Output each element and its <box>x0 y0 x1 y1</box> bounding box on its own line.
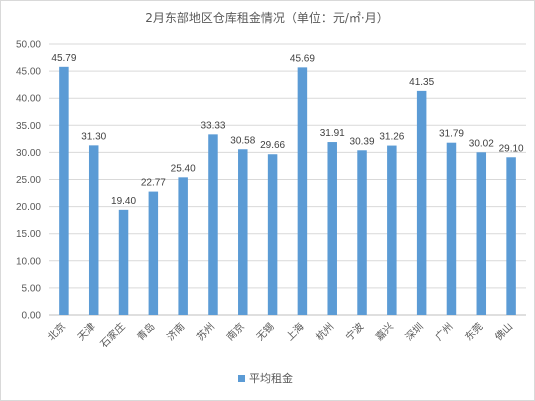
bar <box>476 152 487 315</box>
bar <box>357 150 367 315</box>
bar <box>59 66 69 315</box>
x-tick-label: 济南 <box>164 320 187 343</box>
x-tick-label: 南京 <box>224 320 247 343</box>
bar <box>178 177 188 315</box>
data-label: 25.40 <box>171 163 196 174</box>
y-tick-label: 35.00 <box>16 121 41 132</box>
bar <box>506 157 516 315</box>
data-label: 45.69 <box>290 53 315 64</box>
x-tick-label: 佛山 <box>492 320 515 343</box>
data-label: 31.26 <box>379 132 404 143</box>
data-label: 30.02 <box>469 138 494 149</box>
x-tick-label: 上海 <box>283 320 306 343</box>
bar <box>297 67 308 315</box>
x-axis-ticks: 北京 天津 石家庄 青岛 济南 苏州 南京 无锡 上海 杭州 宁波 嘉兴 深圳 广州 东莞 佛山 <box>45 320 516 350</box>
legend: 平均租金 <box>238 371 293 385</box>
x-tick-label: 无锡 <box>253 320 276 343</box>
y-tick-label: 5.00 <box>22 283 42 294</box>
bar <box>208 134 218 315</box>
bar <box>118 209 129 315</box>
y-tick-label: 20.00 <box>16 202 41 213</box>
chart-title: 2月东部地区仓库租金情况（单位：元/㎡·月） <box>145 10 389 25</box>
y-tick-label: 0.00 <box>22 311 42 322</box>
y-axis-ticks: 0.00 5.00 10.00 15.00 20.00 25.00 30.00 35.00 40… <box>16 40 41 322</box>
bar <box>387 145 397 315</box>
data-labels: 45.79 31.30 19.40 22.77 25.40 33.33 30.58 29.66… <box>51 53 524 207</box>
data-label: 22.77 <box>141 178 166 189</box>
y-tick-label: 30.00 <box>16 148 41 159</box>
x-tick-label: 天津 <box>75 321 98 344</box>
y-tick-label: 15.00 <box>16 229 41 240</box>
y-tick-label: 50.00 <box>16 40 41 51</box>
x-tick-label: 石家庄 <box>97 320 127 350</box>
x-tick-label: 东莞 <box>462 320 485 343</box>
x-tick-label: 嘉兴 <box>373 320 396 343</box>
data-label: 41.35 <box>409 77 434 88</box>
data-label: 45.79 <box>51 53 76 64</box>
data-label: 31.30 <box>81 131 106 142</box>
data-label: 19.40 <box>111 196 136 207</box>
x-tick-label: 深圳 <box>403 321 426 344</box>
data-label: 30.58 <box>230 135 255 146</box>
bar <box>446 142 457 315</box>
bar <box>416 90 427 316</box>
y-tick-label: 10.00 <box>16 256 41 267</box>
x-tick-label: 宁波 <box>343 320 366 343</box>
bars <box>59 66 516 316</box>
bar <box>238 149 248 315</box>
bar <box>327 142 337 315</box>
data-label: 29.10 <box>499 143 524 154</box>
data-label: 31.79 <box>439 129 464 140</box>
x-tick-label: 青岛 <box>134 320 157 343</box>
bar <box>88 145 99 315</box>
x-tick-label: 北京 <box>45 320 68 343</box>
y-tick-label: 40.00 <box>16 94 41 105</box>
y-tick-label: 25.00 <box>16 175 41 186</box>
x-tick-label: 杭州 <box>313 320 336 343</box>
x-tick-label: 广州 <box>433 321 456 344</box>
data-label: 31.91 <box>320 128 345 139</box>
data-label: 30.39 <box>350 136 375 147</box>
data-label: 29.66 <box>260 140 285 151</box>
bar <box>148 191 159 315</box>
data-label: 33.33 <box>200 120 225 131</box>
gridlines <box>49 43 526 316</box>
legend-label: 平均租金 <box>249 371 293 385</box>
y-tick-label: 45.00 <box>16 67 41 78</box>
legend-swatch <box>238 375 245 382</box>
bar <box>267 154 278 315</box>
x-tick-label: 苏州 <box>194 320 217 343</box>
